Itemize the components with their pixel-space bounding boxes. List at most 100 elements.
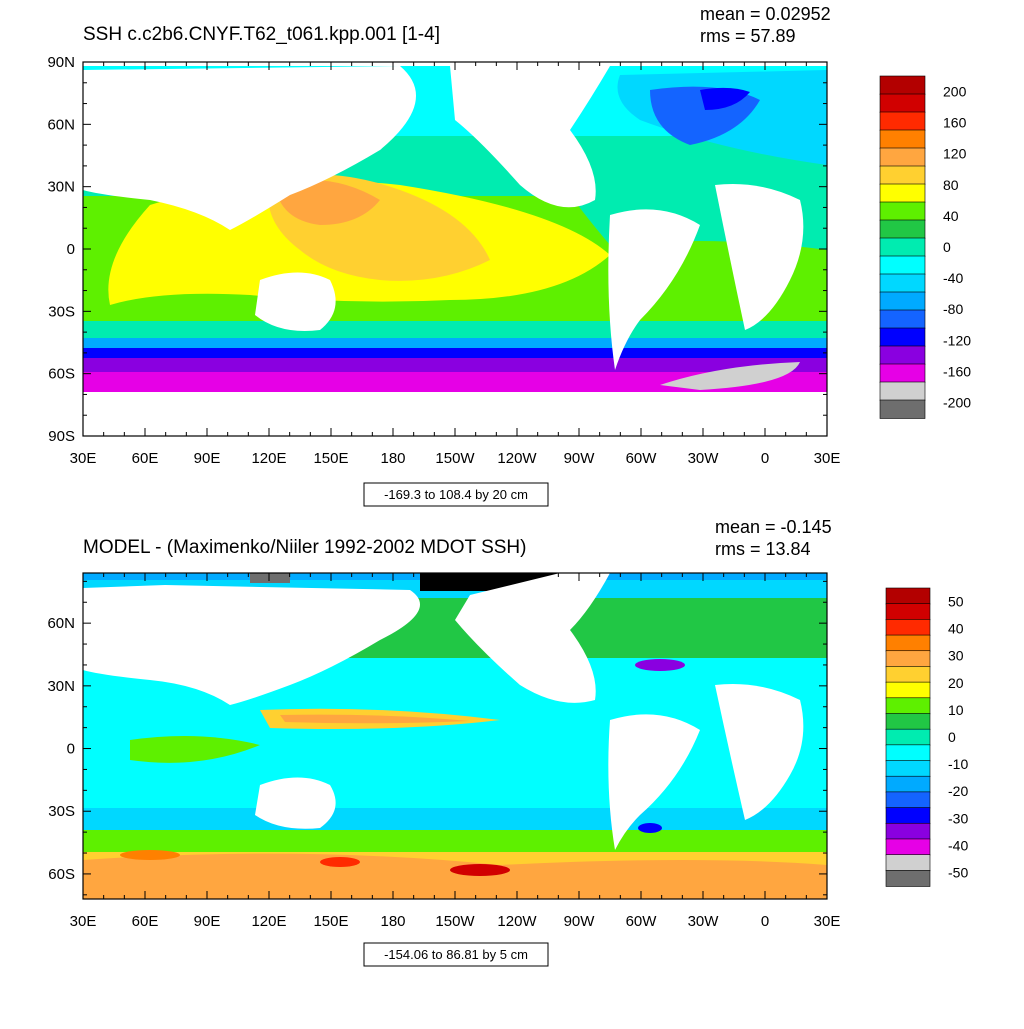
y-tick-label: 90N	[47, 54, 75, 71]
colorbar-label: -40	[943, 270, 963, 286]
x-tick-label: 60W	[626, 913, 658, 930]
colorbar-label: -80	[943, 301, 963, 317]
chart-title: SSH c.c2b6.CNYF.T62_t061.kpp.001 [1-4]	[83, 24, 440, 45]
colorbar-swatch	[879, 255, 926, 275]
colorbar-swatch	[879, 129, 926, 149]
x-tick-label: 90E	[194, 450, 221, 467]
colorbar-label: -40	[948, 837, 968, 853]
colorbar-swatch	[879, 165, 926, 185]
x-tick-label: 120E	[251, 450, 286, 467]
x-tick-label: 150W	[435, 913, 475, 930]
colorbar-swatch	[885, 760, 931, 778]
y-tick-label: 60N	[47, 116, 75, 133]
colorbar-label: -120	[943, 332, 971, 348]
x-tick-label: 30E	[70, 913, 97, 930]
colorbar-swatch	[879, 93, 926, 113]
y-tick-label: 30N	[47, 179, 75, 196]
x-tick-label: 150W	[435, 450, 475, 467]
colorbar-swatch	[885, 791, 931, 809]
colorbar-swatch	[885, 697, 931, 715]
x-tick-label: 60E	[132, 913, 159, 930]
colorbar-swatch	[879, 363, 926, 383]
colorbar-swatch	[885, 854, 931, 872]
y-axis-ticks: 90N 60N 30N 0 30S 60S 90S	[47, 54, 827, 445]
colorbar-label: 120	[943, 146, 967, 162]
colorbar-label: 20	[948, 675, 964, 691]
colorbar-swatch	[879, 219, 926, 239]
chart-title: MODEL - (Maximenko/Niiler 1992-2002 MDOT…	[83, 537, 526, 558]
contour-info-text: -169.3 to 108.4 by 20 cm	[384, 487, 528, 502]
x-tick-label: 150E	[313, 913, 348, 930]
colorbar-label: 10	[948, 702, 964, 718]
colorbar-label: -20	[948, 783, 968, 799]
x-tick-label: 30E	[70, 450, 97, 467]
contour-info-text: -154.06 to 86.81 by 5 cm	[384, 947, 528, 962]
colorbar-swatch	[885, 650, 931, 668]
top-map-panel: SSH c.c2b6.CNYF.T62_t061.kpp.001 [1-4] m…	[0, 0, 1024, 510]
colorbar-swatch	[879, 111, 926, 131]
y-tick-label: 0	[67, 741, 75, 758]
contour-info-box	[363, 942, 549, 967]
bottom-map-svg: MODEL - (Maximenko/Niiler 1992-2002 MDOT…	[47, 517, 968, 967]
colorbar-swatch	[879, 273, 926, 293]
x-axis-ticks: 30E 60E 90E 120E 150E 180 150W 120W 90W 60W 30W 0 30…	[70, 573, 841, 930]
y-tick-label: 30S	[48, 303, 75, 320]
y-tick-label: 30S	[48, 803, 75, 820]
x-tick-label: 120W	[497, 913, 537, 930]
colorbar-swatch	[885, 870, 931, 887]
x-tick-label: 60W	[626, 450, 658, 467]
colorbar-swatch	[885, 728, 931, 746]
colorbar-swatch	[885, 666, 931, 683]
colorbar-swatch	[879, 201, 926, 221]
colorbar-label: 0	[948, 729, 956, 745]
colorbar-swatch	[879, 291, 926, 311]
mean-stat: mean = -0.145	[715, 517, 832, 537]
bottom-map-panel: MODEL - (Maximenko/Niiler 1992-2002 MDOT…	[0, 510, 1024, 1024]
colorbar-swatch	[879, 309, 926, 329]
y-axis-ticks: 60N 30N 0 30S 60S	[47, 580, 827, 896]
y-tick-label: 0	[67, 241, 75, 258]
x-tick-label: 120W	[497, 450, 537, 467]
ssh-field	[83, 62, 827, 436]
colorbar-label: -30	[948, 810, 968, 826]
contour-info-box	[363, 482, 549, 507]
x-tick-label: 90E	[194, 913, 221, 930]
x-tick-label: 30E	[814, 913, 841, 930]
y-tick-label: 90S	[48, 428, 75, 445]
colorbar-swatch	[879, 399, 926, 419]
y-tick-label: 30N	[47, 678, 75, 695]
colorbar-label: 80	[943, 177, 959, 193]
mean-stat: mean = 0.02952	[700, 4, 831, 24]
x-tick-label: 90W	[564, 913, 596, 930]
colorbar-swatch	[885, 587, 931, 605]
colorbar-label: 50	[948, 594, 964, 610]
x-tick-label: 30W	[688, 913, 720, 930]
colorbar-label: -200	[943, 394, 971, 410]
y-tick-label: 60S	[48, 366, 75, 383]
colorbar-label: -160	[943, 363, 971, 379]
x-tick-label: 0	[761, 913, 769, 930]
colorbar-label: 40	[943, 208, 959, 224]
colorbar-label: 30	[948, 648, 964, 664]
colorbar-swatch	[885, 634, 931, 652]
colorbar-swatch	[879, 237, 926, 257]
x-tick-label: 30W	[688, 450, 720, 467]
y-tick-label: 60N	[47, 615, 75, 632]
colorbar-swatch	[885, 713, 931, 730]
colorbar: 50 40 30 20 10 0 -10 -20 -30 -40 -50	[885, 587, 968, 887]
x-tick-label: 120E	[251, 913, 286, 930]
rms-stat: rms = 13.84	[715, 539, 811, 559]
ssh-difference-field	[83, 573, 827, 899]
colorbar-label: -50	[948, 864, 968, 880]
colorbar-swatch	[885, 681, 931, 699]
colorbar-swatch	[879, 183, 926, 203]
colorbar-swatch	[885, 603, 931, 621]
x-tick-label: 180	[380, 913, 405, 930]
colorbar: 200 160 120 80 40 0 -40 -80 -120 -160 -200	[879, 75, 971, 419]
colorbar-label: 160	[943, 115, 967, 131]
colorbar-label: 0	[943, 239, 951, 255]
x-tick-label: 150E	[313, 450, 348, 467]
y-tick-label: 60S	[48, 866, 75, 883]
rms-stat: rms = 57.89	[700, 26, 796, 46]
colorbar-swatch	[885, 822, 931, 840]
